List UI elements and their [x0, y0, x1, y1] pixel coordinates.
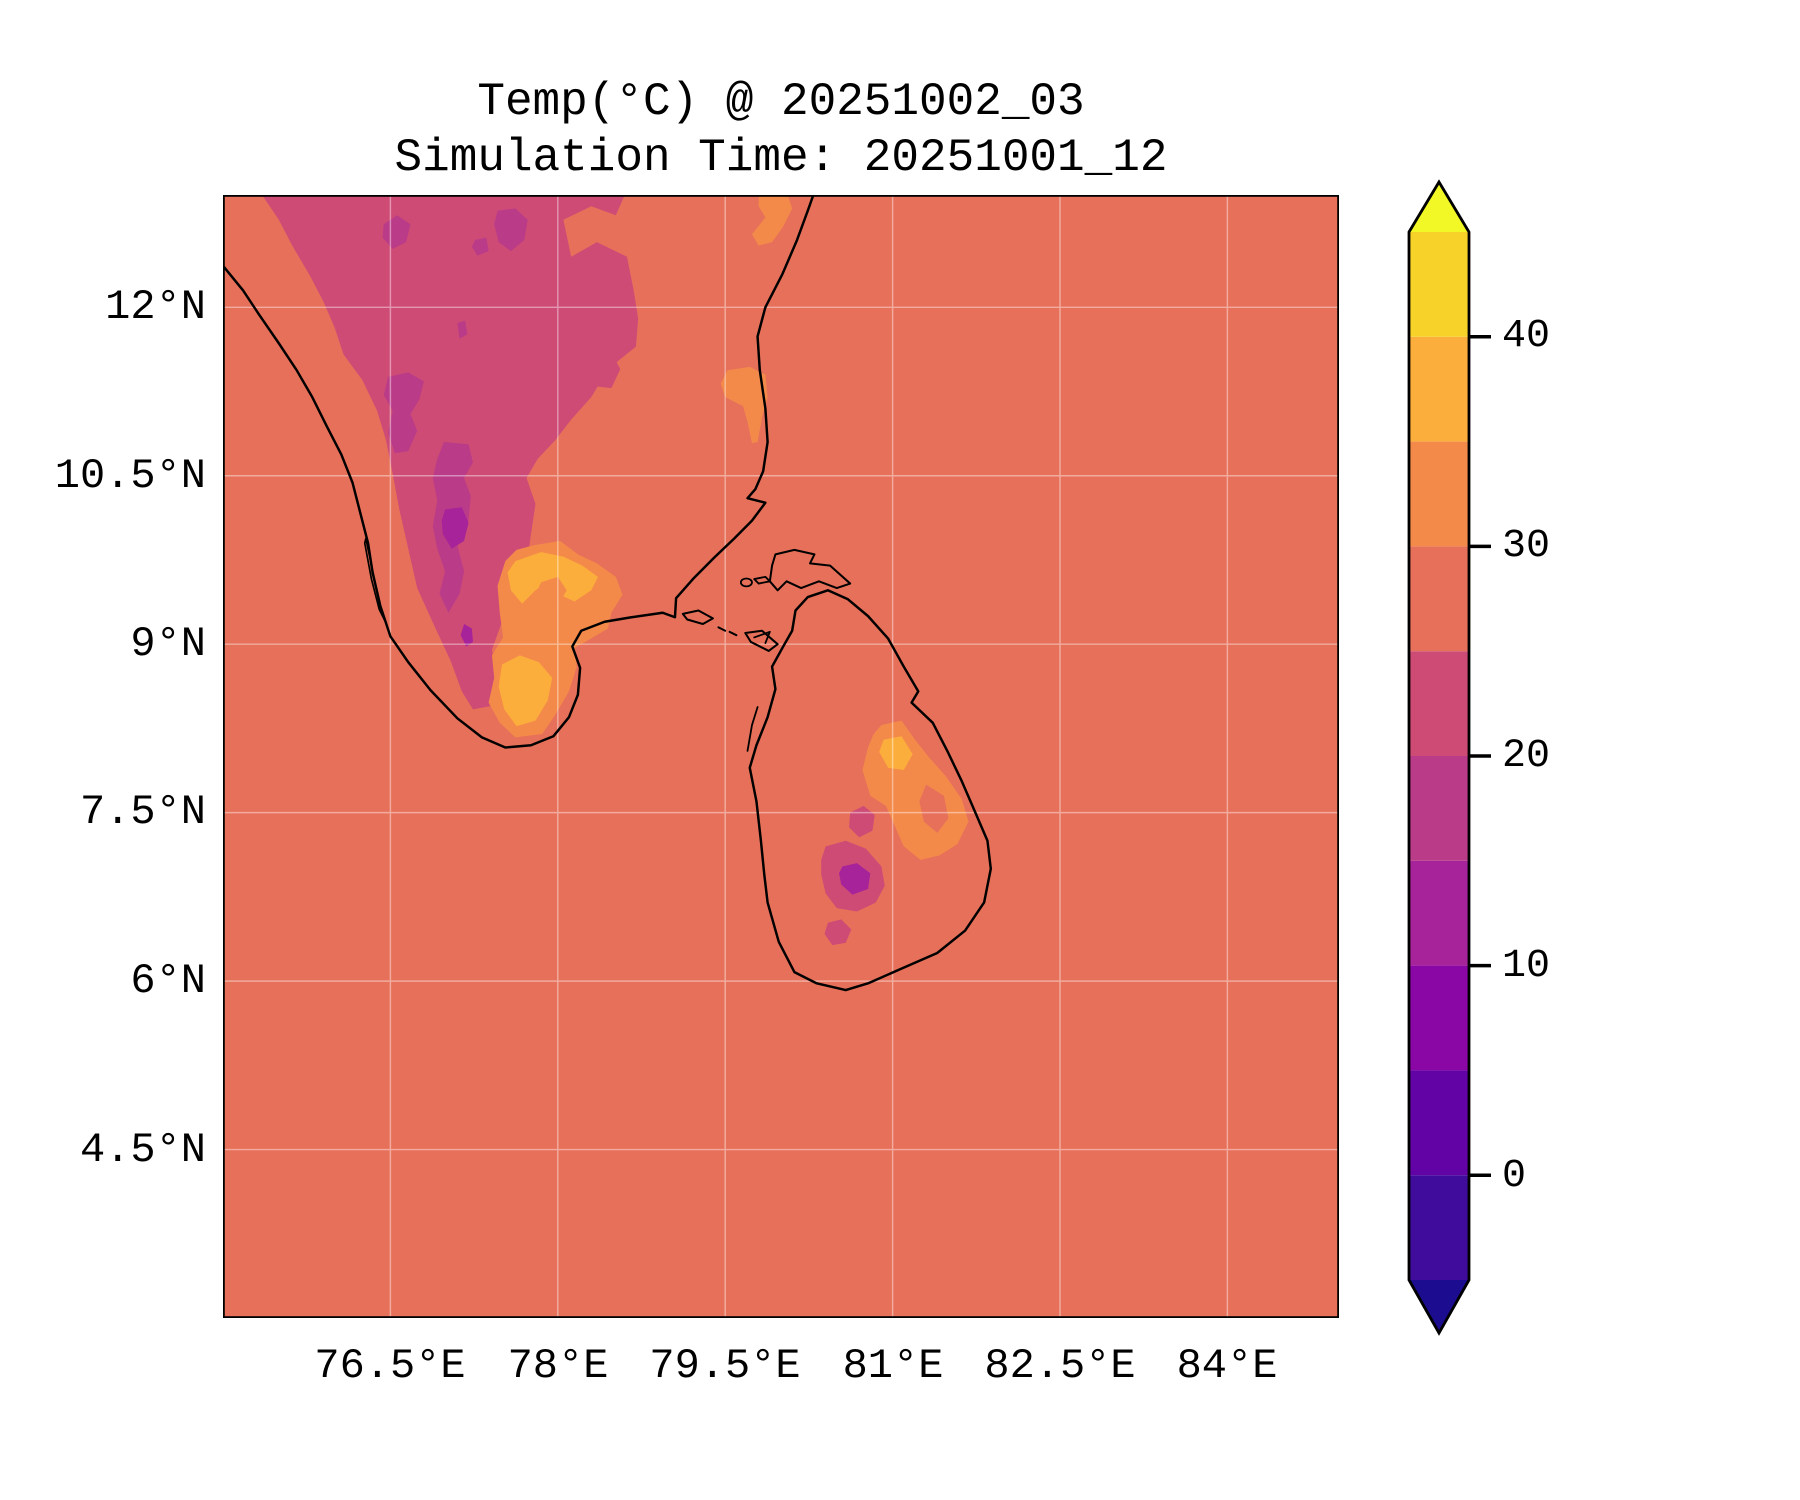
- ytick-4-5n: 4.5°N: [79, 1126, 206, 1174]
- cbar-seg-10-15: [1409, 860, 1469, 966]
- coastlines: [223, 195, 993, 992]
- contour-blob-sl-10-15-core: [839, 863, 871, 895]
- cbar-label-30: 30: [1502, 524, 1551, 569]
- colorbar-ticks: [1469, 335, 1491, 1177]
- cbar-seg-15-20: [1409, 756, 1469, 861]
- xtick-76-5e: 76.5°E: [314, 1342, 466, 1390]
- contour-blob-15-20-a: [382, 215, 411, 249]
- colorbar-outline: [1407, 179, 1471, 1336]
- colorbar-arrow-over: [1409, 182, 1469, 232]
- contour-notch-tn-30-35: [533, 576, 567, 611]
- contour-notch-sl-25-30: [919, 784, 949, 833]
- cbar-seg-m5-0: [1409, 1175, 1469, 1280]
- coastline-india: [223, 195, 815, 749]
- coastline-jaffna-peninsula: [768, 548, 852, 592]
- ytick-6n: 6°N: [130, 957, 206, 1005]
- plot-subtitle: Simulation Time: 20251001_12: [394, 132, 1168, 184]
- contour-blob-sl-20-25-small: [849, 805, 875, 838]
- xtick-78e: 78°E: [507, 1342, 609, 1390]
- ytick-7-5n: 7.5°N: [79, 788, 206, 836]
- colorbar-arrow-under: [1409, 1280, 1469, 1333]
- contour-spot-coast-mid: [720, 366, 768, 444]
- colorbar-segments: [1409, 232, 1469, 1280]
- cbar-label-20: 20: [1502, 734, 1551, 779]
- contour-blob-tn-35-40-lower: [498, 655, 553, 727]
- coastline-delft-island: [739, 577, 753, 588]
- cbar-seg-0-5: [1409, 1070, 1469, 1176]
- coastline-mannar-island: [744, 629, 779, 652]
- cbar-seg-30-35: [1409, 441, 1469, 547]
- ytick-12n: 12°N: [105, 283, 206, 331]
- ytick-9n: 9°N: [130, 620, 206, 668]
- cbar-label-0: 0: [1502, 1154, 1527, 1199]
- contour-blob-tn-35-40-upper: [507, 552, 598, 604]
- cbar-seg-25-30: [1409, 546, 1469, 652]
- coastline-pamban-island: [681, 609, 714, 625]
- contour-blob-20-25-satellite: [582, 352, 621, 389]
- contour-spot-coast-north: [751, 195, 793, 246]
- plot-title: Temp(°C) @ 20251002_03: [477, 76, 1085, 128]
- coastline-pooneryn-spit: [753, 630, 771, 644]
- contour-blob-15-20-c: [471, 237, 489, 256]
- cbar-label-40: 40: [1502, 314, 1551, 359]
- contour-blob-15-20-e: [383, 372, 424, 454]
- cbar-label-10: 10: [1502, 944, 1551, 989]
- cbar-seg-5-10: [1409, 965, 1469, 1071]
- graticule: [223, 195, 1339, 1318]
- xtick-84e: 84°E: [1176, 1342, 1278, 1390]
- contour-blob-15-20-d: [457, 320, 468, 339]
- contour-blob-sl-20-25-south: [824, 919, 852, 946]
- contour-blob-10-15-b: [460, 623, 473, 647]
- ytick-10-5n: 10.5°N: [54, 452, 206, 500]
- coastline-vembanad-lagoon: [363, 537, 386, 622]
- coastline-kalpitiya-spit: [746, 706, 759, 752]
- coastline-sri-lanka: [748, 589, 993, 992]
- xtick-81e: 81°E: [842, 1342, 944, 1390]
- cbar-seg-35-40: [1409, 336, 1469, 442]
- contour-blob-10-15-a: [441, 507, 469, 549]
- coastline-adams-bridge: [717, 626, 738, 637]
- xtick-79-5e: 79.5°E: [649, 1342, 801, 1390]
- contour-blob-15-20-b: [494, 208, 528, 252]
- contour-blob-sl-35-40: [879, 736, 913, 770]
- xtick-82-5e: 82.5°E: [984, 1342, 1136, 1390]
- cbar-seg-40-45: [1409, 232, 1469, 337]
- cbar-seg-20-25: [1409, 651, 1469, 756]
- colorbar: [1407, 179, 1491, 1336]
- map-canvas: [223, 195, 1339, 1318]
